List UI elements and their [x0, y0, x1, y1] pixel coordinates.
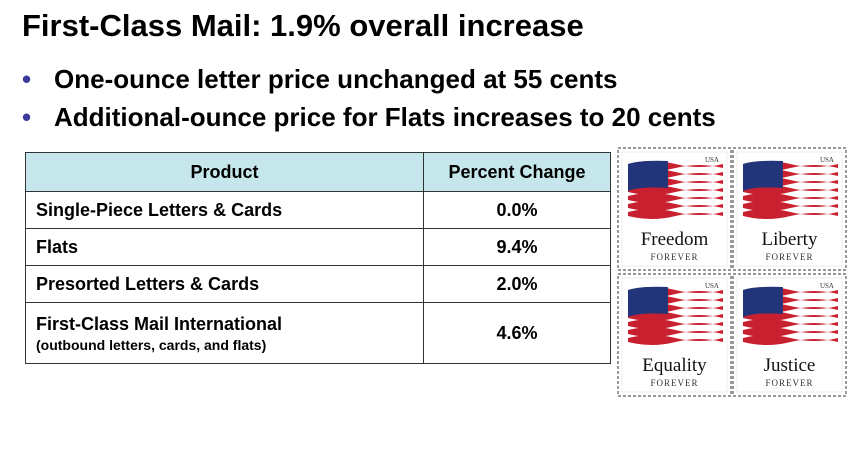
stamp: USA Liberty FOREVER	[732, 147, 847, 271]
flag-canton	[743, 160, 783, 192]
flag-stripe	[743, 193, 838, 203]
product-cell: First-Class Mail International (outbound…	[25, 302, 424, 364]
stamp-name: Freedom	[641, 229, 709, 250]
flag-stripe	[628, 327, 723, 337]
flag-stripe	[628, 193, 723, 203]
stamp-name: Justice	[764, 355, 816, 376]
stamp-label: FOREVER	[650, 378, 698, 388]
stamp-label: FOREVER	[765, 378, 813, 388]
stamp-country: USA	[705, 282, 719, 290]
flag-stripe	[743, 311, 838, 321]
price-table: Product Percent Change Single-Piece Lett…	[25, 152, 611, 364]
flag-canton	[743, 286, 783, 318]
flag-stripe	[743, 319, 838, 329]
flag-canton	[628, 286, 668, 318]
product: Single-Piece Letters & Cards	[25, 191, 424, 229]
flag-stripe	[743, 185, 838, 195]
row: Flats 9.4%	[25, 228, 611, 266]
flag-stripe	[628, 335, 723, 345]
row: First-Class Mail International (outbound…	[25, 302, 611, 364]
bullet-list: One-ounce letter price unchanged at 55 c…	[22, 60, 716, 136]
stamp-name: Liberty	[762, 229, 818, 250]
flag-canton	[628, 160, 668, 192]
stamps: USA Freedom FOREVER USA Liberty FOREVER USA Equ…	[617, 147, 847, 397]
flag-stripe	[628, 209, 723, 219]
bullet: Additional-ounce price for Flats increas…	[22, 98, 716, 136]
product-note: (outbound letters, cards, and flats)	[36, 336, 267, 353]
stamp: USA Equality FOREVER	[617, 273, 732, 397]
percent-change: 0.0%	[423, 191, 611, 229]
flag-stripe	[628, 311, 723, 321]
flag-stripe	[743, 201, 838, 211]
product: First-Class Mail International	[36, 313, 283, 334]
flag-stripe	[743, 335, 838, 345]
column-header: Product	[25, 152, 424, 192]
stamp-country: USA	[705, 156, 719, 164]
stamp-country: USA	[820, 282, 834, 290]
bullet: One-ounce letter price unchanged at 55 c…	[22, 60, 716, 98]
percent-change: 2.0%	[423, 265, 611, 303]
column-header: Percent Change	[423, 152, 611, 192]
stamp-country: USA	[820, 156, 834, 164]
stamp-name: Equality	[642, 355, 707, 376]
stamp: USA Justice FOREVER	[732, 273, 847, 397]
stamp-label: FOREVER	[650, 252, 698, 262]
header-row: Product Percent Change	[25, 152, 611, 192]
stamp-label: FOREVER	[765, 252, 813, 262]
flag-stripe	[628, 185, 723, 195]
row: Presorted Letters & Cards 2.0%	[25, 265, 611, 303]
slide-title: First-Class Mail: 1.9% overall increase	[22, 8, 584, 43]
percent-change: 4.6%	[423, 302, 611, 364]
product: Flats	[25, 228, 424, 266]
product: Presorted Letters & Cards	[25, 265, 424, 303]
flag-stripe	[628, 201, 723, 211]
stamp: USA Freedom FOREVER	[617, 147, 732, 271]
flag-stripe	[743, 209, 838, 219]
flag-stripe	[628, 319, 723, 329]
row: Single-Piece Letters & Cards 0.0%	[25, 191, 611, 229]
percent-change: 9.4%	[423, 228, 611, 266]
flag-stripe	[743, 327, 838, 337]
